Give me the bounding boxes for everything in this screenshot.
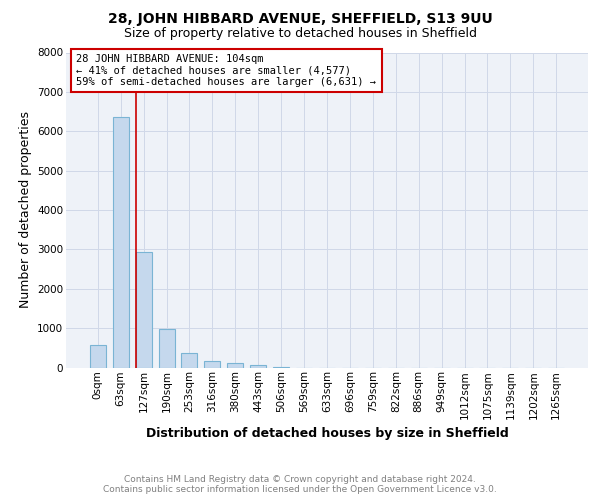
Bar — [227, 363, 244, 368]
Bar — [158, 330, 175, 368]
X-axis label: Distribution of detached houses by size in Sheffield: Distribution of detached houses by size … — [146, 428, 508, 440]
Bar — [113, 118, 128, 368]
Bar — [205, 361, 220, 368]
Bar — [136, 252, 152, 368]
Text: 28, JOHN HIBBARD AVENUE, SHEFFIELD, S13 9UU: 28, JOHN HIBBARD AVENUE, SHEFFIELD, S13 … — [107, 12, 493, 26]
Bar — [273, 366, 289, 368]
Text: 28 JOHN HIBBARD AVENUE: 104sqm
← 41% of detached houses are smaller (4,577)
59% : 28 JOHN HIBBARD AVENUE: 104sqm ← 41% of … — [76, 54, 376, 88]
Bar — [250, 365, 266, 368]
Bar — [181, 353, 197, 368]
Text: Contains HM Land Registry data © Crown copyright and database right 2024.
Contai: Contains HM Land Registry data © Crown c… — [103, 474, 497, 494]
Bar — [90, 346, 106, 368]
Y-axis label: Number of detached properties: Number of detached properties — [19, 112, 32, 308]
Text: Size of property relative to detached houses in Sheffield: Size of property relative to detached ho… — [124, 28, 476, 40]
